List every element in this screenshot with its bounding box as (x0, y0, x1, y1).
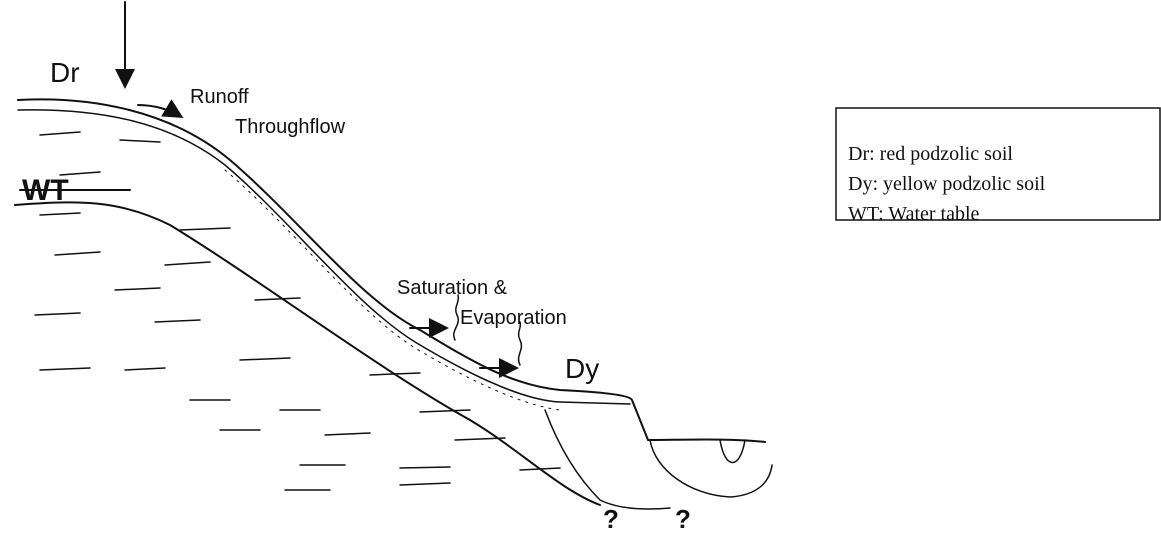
legend: Dr: red podzolic soil Dy: yellow podzoli… (835, 107, 1161, 225)
label-throughflow: Throughflow (235, 116, 346, 138)
label-wt: WT (22, 174, 69, 207)
legend-entry: WT: Water table (848, 203, 980, 225)
label-runoff: Runoff (190, 86, 249, 108)
label-evaporation: Evaporation (460, 307, 567, 329)
label-saturation: Saturation & (397, 277, 508, 299)
label-question: ? (675, 504, 691, 534)
label-question: ? (603, 504, 619, 534)
legend-entry: Dr: red podzolic soil (848, 143, 1013, 165)
label-dr: Dr (50, 57, 80, 88)
hillslope (14, 1, 773, 510)
label-dy: Dy (565, 353, 599, 384)
legend-entry: Dy: yellow podzolic soil (848, 173, 1046, 195)
legend-box (835, 107, 1161, 221)
